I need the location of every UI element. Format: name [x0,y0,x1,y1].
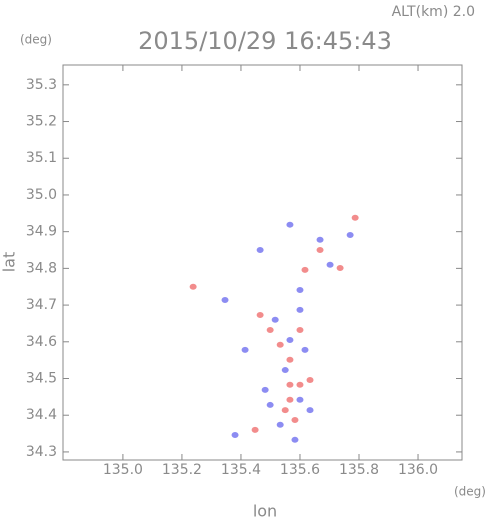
echo-point [241,346,249,353]
echo-point [296,396,304,403]
echo-point [231,432,239,439]
echo-point [306,407,314,414]
echo-point [291,416,299,423]
x-tick-label: 135.4 [221,462,261,478]
echo-point [296,306,304,313]
echo-point [271,316,279,323]
echo-point [296,381,304,388]
x-tick-label: 136.0 [398,462,438,478]
x-unit: (deg) [454,485,486,499]
x-tick-label: 135.2 [162,462,202,478]
echo-point [276,421,284,428]
y-tick-label: 34.5 [26,371,57,387]
echo-point [326,261,334,268]
echo-point [286,356,294,363]
y-tick-label: 34.8 [26,260,57,276]
y-tick-label: 35.0 [26,187,57,203]
x-axis-label: lon [253,502,277,521]
echo-point [346,231,354,238]
echo-point [281,367,289,374]
y-unit: (deg) [20,33,52,47]
y-tick-label: 34.3 [26,444,57,460]
echo-point [291,436,299,443]
y-tick-label: 34.9 [26,224,57,240]
echo-point [296,327,304,334]
y-tick-label: 35.3 [26,77,57,93]
chart-title: 2015/10/29 16:45:43 [138,27,392,55]
echo-point [221,296,229,303]
y-tick-label: 35.1 [26,150,57,166]
echo-point [316,247,324,254]
y-tick-label: 35.2 [26,114,57,130]
echo-point [286,381,294,388]
echo-point [296,287,304,294]
echo-point [256,311,264,318]
echo-point [251,426,259,433]
echo-point [301,346,309,353]
echo-point [336,265,344,272]
y-axis-label: lat [0,252,19,273]
plot-frame [62,64,463,461]
echo-point [306,376,314,383]
echo-point [189,283,197,290]
altitude: ALT(km) 2.0 [392,4,475,20]
y-tick-label: 34.4 [26,407,57,423]
echo-point [256,247,264,254]
x-tick-label: 135.8 [339,462,379,478]
echo-point [286,396,294,403]
echo-point [301,266,309,273]
y-tick-label: 34.7 [26,297,57,313]
echo-point [276,341,284,348]
echo-point [266,327,274,334]
echo-point [261,386,269,393]
x-tick-label: 135.0 [103,462,143,478]
echo-point [351,214,359,221]
echo-point [286,336,294,343]
echo-point [316,236,324,243]
echo-point [286,221,294,228]
echo-point [266,401,274,408]
x-tick-label: 135.6 [280,462,320,478]
y-tick-label: 34.6 [26,334,57,350]
echo-point [281,407,289,414]
